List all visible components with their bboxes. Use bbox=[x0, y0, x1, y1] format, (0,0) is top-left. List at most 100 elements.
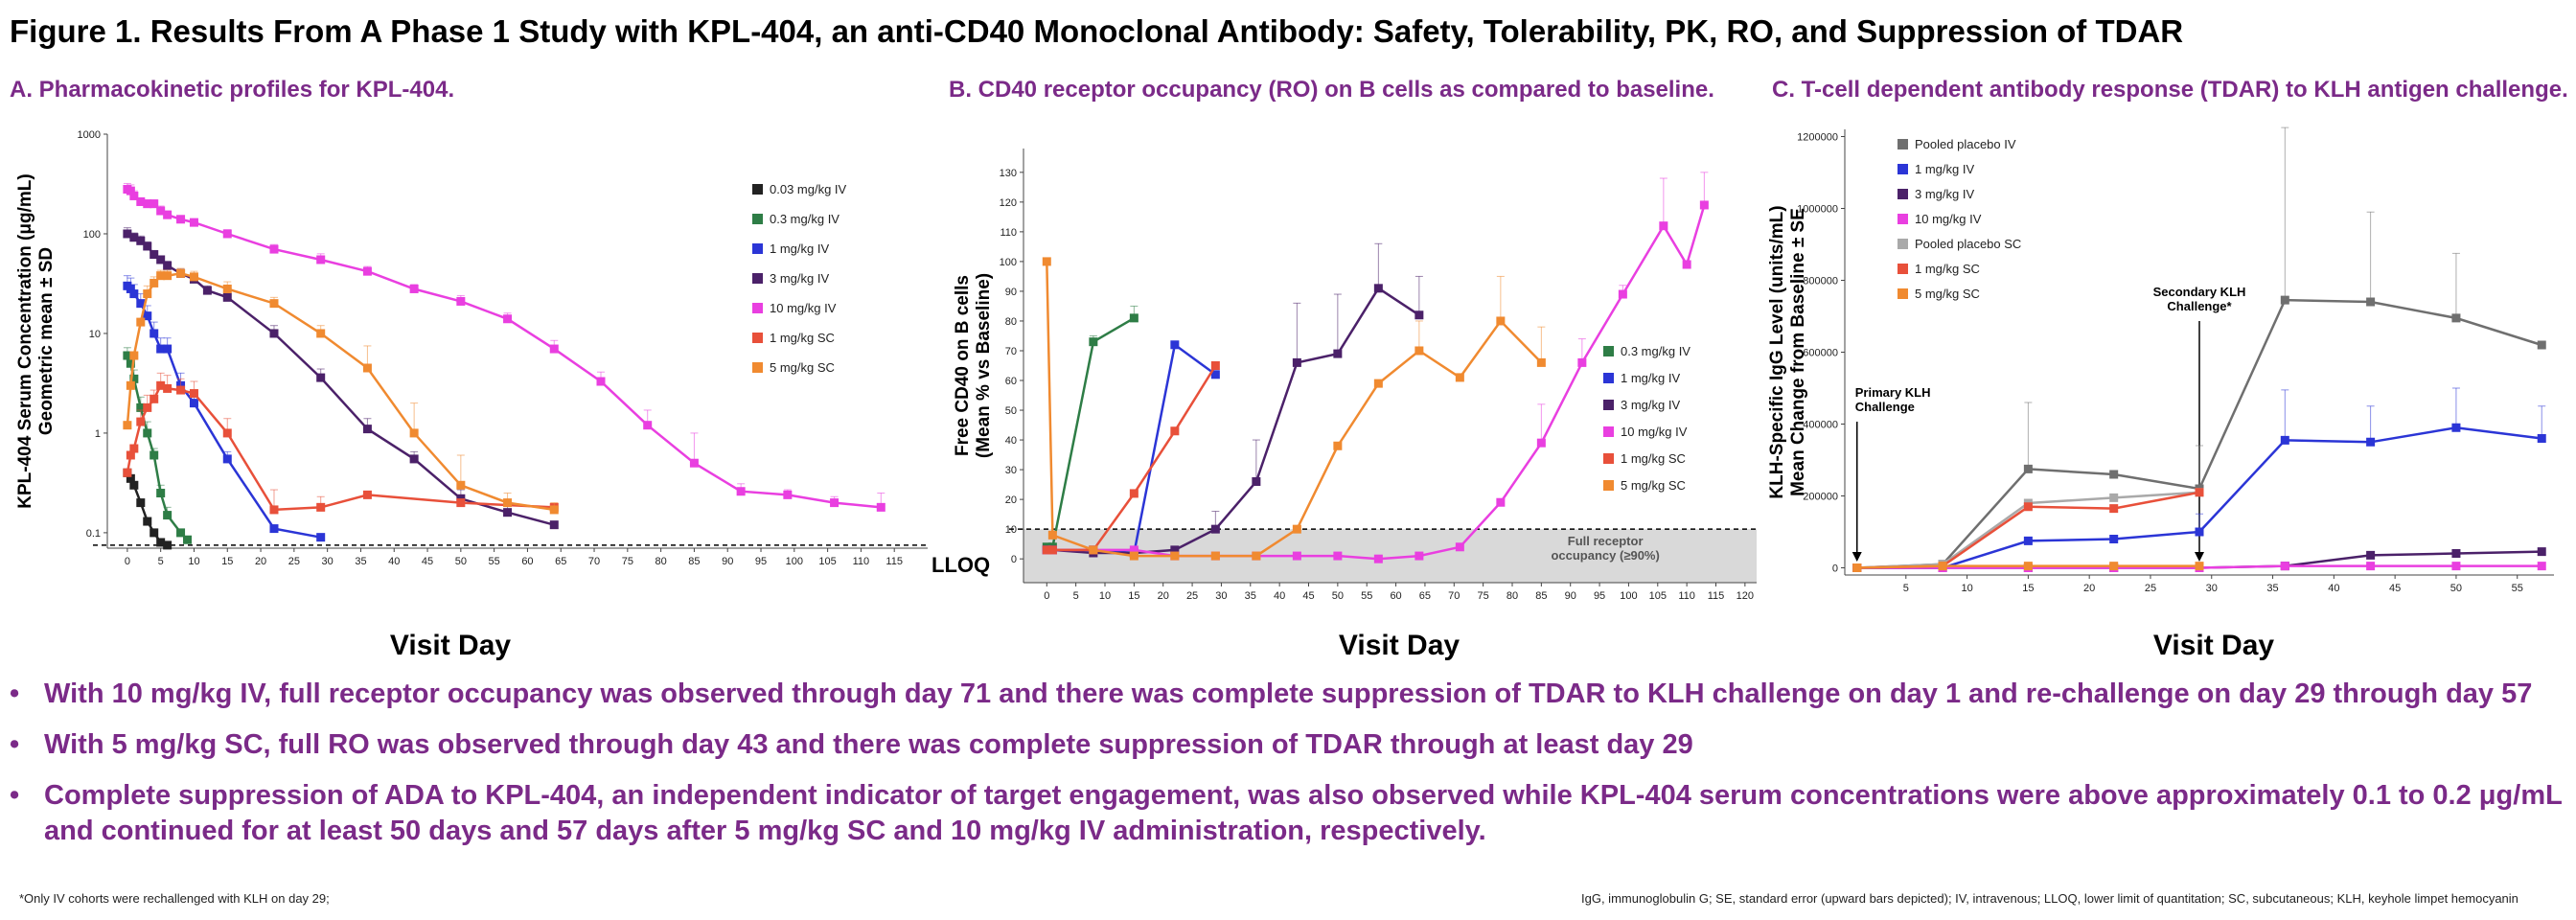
legend-swatch bbox=[1603, 346, 1614, 356]
data-point bbox=[2280, 562, 2289, 571]
data-point bbox=[2366, 297, 2376, 307]
series-0-3-mg-kg-iv bbox=[1042, 305, 1138, 552]
data-point bbox=[1496, 497, 1506, 507]
data-point bbox=[689, 458, 699, 468]
data-point bbox=[129, 444, 139, 453]
data-point bbox=[1042, 545, 1051, 555]
legend-label: 1 mg/kg SC bbox=[1915, 262, 1980, 276]
data-point bbox=[2023, 562, 2033, 571]
data-point bbox=[2537, 562, 2546, 571]
x-tick-label: 50 bbox=[455, 556, 467, 567]
data-point bbox=[2109, 535, 2119, 543]
x-tick-label: 95 bbox=[755, 556, 767, 567]
x-tick-label: 65 bbox=[555, 556, 566, 567]
data-point bbox=[269, 244, 279, 254]
data-point bbox=[316, 502, 326, 512]
data-point bbox=[316, 533, 326, 542]
data-point bbox=[156, 344, 166, 354]
y-tick-label: 1200000 bbox=[1797, 132, 1838, 144]
data-point bbox=[2280, 435, 2289, 445]
panel-c-title: C. T-cell dependent antibody response (T… bbox=[1772, 77, 2568, 103]
data-point bbox=[1414, 310, 1424, 320]
y-tick-label: 50 bbox=[1005, 405, 1017, 417]
legend-swatch bbox=[752, 333, 763, 343]
data-point bbox=[163, 511, 172, 520]
x-tick-label: 55 bbox=[489, 556, 500, 567]
x-tick-label: 75 bbox=[1478, 590, 1489, 602]
data-point bbox=[409, 284, 419, 293]
x-tick-label: 10 bbox=[1961, 583, 1972, 594]
data-point bbox=[156, 538, 166, 547]
legend-label: 5 mg/kg SC bbox=[1915, 287, 1980, 301]
data-point bbox=[2195, 562, 2204, 571]
data-point bbox=[150, 199, 159, 209]
x-tick-label: 30 bbox=[2206, 583, 2218, 594]
legend-swatch bbox=[1603, 453, 1614, 464]
data-point bbox=[1373, 554, 1383, 564]
legend-swatch bbox=[1898, 189, 1908, 199]
x-tick-label: 50 bbox=[1332, 590, 1344, 602]
x-tick-label: 35 bbox=[1245, 590, 1256, 602]
region-label: occupancy (≥90%) bbox=[1551, 548, 1659, 563]
data-point bbox=[136, 417, 146, 426]
data-point bbox=[143, 242, 152, 251]
data-point bbox=[269, 505, 279, 515]
data-point bbox=[143, 428, 152, 438]
series-1-mg-kg-sc bbox=[1042, 361, 1220, 555]
y-tick-label: 90 bbox=[1005, 287, 1017, 298]
y-tick-label: 80 bbox=[1005, 316, 1017, 328]
data-point bbox=[362, 266, 372, 276]
data-point bbox=[1210, 370, 1220, 380]
data-point bbox=[549, 505, 559, 515]
data-point bbox=[156, 271, 166, 281]
data-point bbox=[316, 373, 326, 382]
annotation-arrow-head bbox=[2195, 552, 2204, 562]
data-point bbox=[2451, 313, 2461, 323]
data-point bbox=[1455, 542, 1464, 552]
series-line bbox=[1046, 364, 1217, 552]
lloq-label: LLOQ bbox=[932, 553, 990, 577]
series-line bbox=[1046, 261, 1543, 558]
y-tick-label: 100 bbox=[1000, 257, 1017, 268]
y-tick-label: 40 bbox=[1005, 435, 1017, 447]
data-point bbox=[1659, 221, 1668, 231]
data-point bbox=[150, 528, 159, 538]
data-point bbox=[143, 517, 152, 526]
x-tick-label: 95 bbox=[1594, 590, 1605, 602]
x-tick-label: 0 bbox=[125, 556, 130, 567]
chart-panel-a: 0 5 10 15 20 25 30 35 40 45 50 55 60 65 70 75 80 85 90 95 10… bbox=[15, 129, 990, 661]
data-point bbox=[143, 289, 152, 299]
data-point bbox=[362, 490, 372, 499]
data-point bbox=[143, 402, 152, 412]
footnote-left: *Only IV cohorts were rechallenged with … bbox=[19, 891, 330, 906]
series-line bbox=[126, 188, 882, 509]
data-point bbox=[189, 389, 198, 399]
data-point bbox=[176, 215, 186, 224]
data-point bbox=[1682, 260, 1691, 269]
bullet-text: With 5 mg/kg SC, full RO was observed th… bbox=[44, 729, 1693, 760]
footnote-right: IgG, immunoglobulin G; SE, standard erro… bbox=[1581, 891, 2518, 906]
data-point bbox=[1292, 357, 1301, 367]
x-tick-label: 35 bbox=[2266, 583, 2278, 594]
data-point bbox=[2109, 562, 2119, 571]
data-point bbox=[643, 421, 653, 430]
data-point bbox=[123, 468, 132, 477]
legend-label: 1 mg/kg IV bbox=[1915, 162, 1974, 176]
legend-label: 10 mg/kg IV bbox=[1621, 425, 1688, 439]
x-tick-label: 40 bbox=[1274, 590, 1285, 602]
series-5-mg-kg-sc bbox=[1042, 257, 1546, 561]
data-point bbox=[163, 344, 172, 354]
data-point bbox=[156, 489, 166, 498]
data-point bbox=[1047, 545, 1057, 555]
data-point bbox=[1170, 426, 1180, 436]
panel-a-title: A. Pharmacokinetic profiles for KPL-404. bbox=[10, 77, 455, 103]
y-tick-label: 0 bbox=[1011, 554, 1017, 565]
legend-label: 1 mg/kg SC bbox=[1621, 451, 1686, 466]
data-point bbox=[362, 425, 372, 434]
data-point bbox=[549, 520, 559, 530]
y-tick-label: 30 bbox=[1005, 465, 1017, 476]
y-axis-label: KLH-Specific IgG Level (units/mL) bbox=[1767, 205, 1787, 498]
series-line bbox=[1046, 287, 1420, 555]
bullet-dot: • bbox=[10, 678, 20, 709]
data-point bbox=[1210, 361, 1220, 370]
